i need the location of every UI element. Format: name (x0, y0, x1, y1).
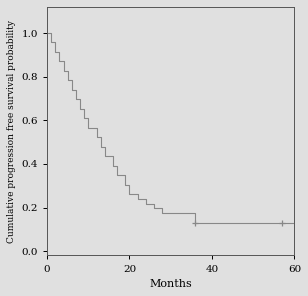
Y-axis label: Cumulative progression free survival probability: Cumulative progression free survival pro… (7, 20, 16, 243)
X-axis label: Months: Months (149, 279, 192, 289)
